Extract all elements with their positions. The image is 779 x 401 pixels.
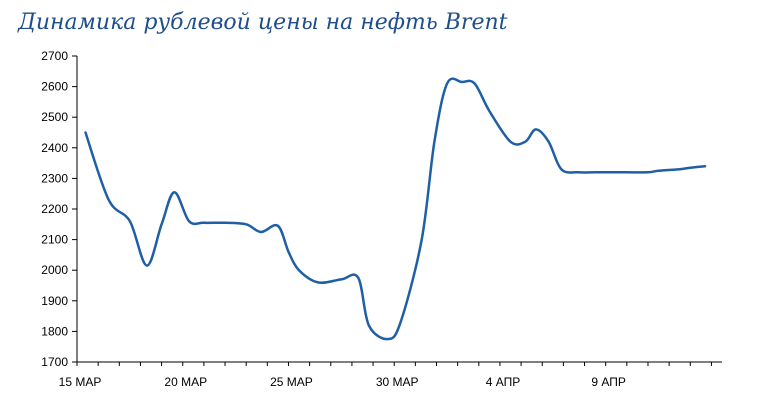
y-tick-label: 2000 [41, 263, 68, 277]
data-point [108, 199, 110, 201]
x-tick-label: 20 МАР [164, 375, 207, 389]
data-point [188, 220, 190, 222]
y-tick-label: 2500 [41, 110, 68, 124]
x-tick-label: 9 АПР [591, 375, 626, 389]
data-point [288, 251, 290, 253]
data-point [85, 132, 87, 134]
data-point [146, 265, 148, 267]
data-point [510, 141, 512, 143]
data-point [387, 338, 389, 340]
x-tick-label: 30 МАР [376, 375, 419, 389]
data-point [611, 171, 613, 173]
data-point [433, 141, 435, 143]
x-tick-labels: 15 МАР 20 МАР 25 МАР 30 МАР 4 АПР 9 АПР [59, 375, 626, 389]
data-point [277, 225, 279, 227]
y-tick-label: 1900 [41, 294, 68, 308]
data-point [368, 324, 370, 326]
data-point [161, 223, 163, 225]
data-point [400, 321, 402, 323]
y-tick-label: 2600 [41, 80, 68, 94]
data-point [260, 231, 262, 233]
data-point [129, 220, 131, 222]
data-point [474, 83, 476, 85]
series-line [84, 77, 707, 341]
y-tick-label: 2700 [41, 49, 68, 63]
chart-axes [72, 55, 722, 366]
data-point [245, 223, 247, 225]
series-points [85, 81, 707, 340]
x-tick-label: 4 АПР [486, 375, 521, 389]
data-point [317, 281, 319, 283]
data-point [704, 165, 706, 167]
data-point [577, 171, 579, 173]
data-point [524, 141, 526, 143]
y-tick-label: 2200 [41, 202, 68, 216]
data-point [203, 222, 205, 224]
data-point [548, 141, 550, 143]
y-tick-label: 2400 [41, 141, 68, 155]
data-point [446, 83, 448, 85]
y-tick-label: 2300 [41, 171, 68, 185]
x-tick-label: 25 МАР [270, 375, 313, 389]
data-point [560, 168, 562, 170]
data-point [679, 168, 681, 170]
data-point [689, 167, 691, 169]
data-point [298, 269, 300, 271]
chart-title: Динамика рублевой цены на нефть Brent [18, 10, 508, 35]
data-point [461, 81, 463, 83]
data-point [594, 171, 596, 173]
y-tick-label: 1800 [41, 324, 68, 338]
x-tick-label: 15 МАР [59, 375, 102, 389]
data-point [658, 170, 660, 172]
y-tick-label: 2100 [41, 233, 68, 247]
data-point [421, 239, 423, 241]
data-point [535, 128, 537, 130]
data-point [488, 110, 490, 112]
data-point [340, 278, 342, 280]
y-tick-labels: 2700 2600 2500 2400 2300 2200 2100 2000 1900 1800… [41, 49, 68, 369]
data-point [357, 277, 359, 279]
data-point [224, 222, 226, 224]
data-point [647, 171, 649, 173]
data-point [626, 171, 628, 173]
data-point [173, 191, 175, 193]
y-tick-label: 1700 [41, 355, 68, 369]
